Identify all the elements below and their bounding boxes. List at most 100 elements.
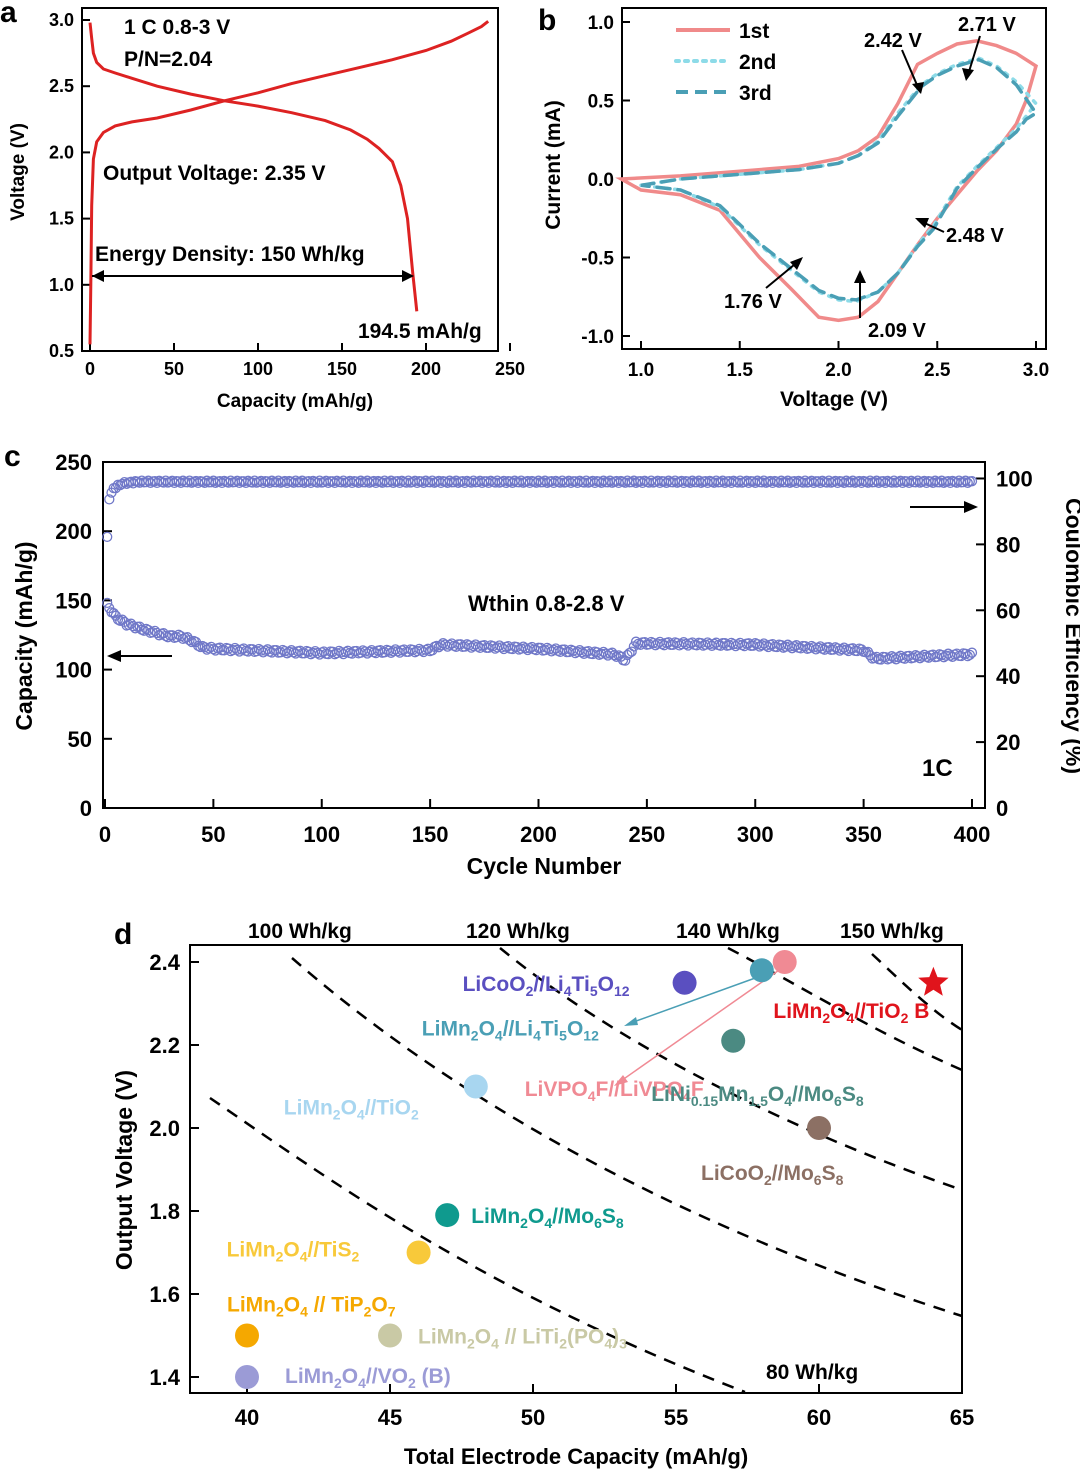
- panel-d-ytick-label: 2.0: [149, 1116, 180, 1141]
- legend-label-2nd: 2nd: [739, 51, 776, 74]
- panel-b-xtick-label: 1.5: [727, 360, 754, 381]
- point-limn2o4-tis2-marker: [406, 1240, 431, 1265]
- point-limn2o4-li4ti5o12-marker: [749, 958, 774, 983]
- panel-c-chart: 0 50 100 150 200 250 300 350 4000501001502002500…: [11, 450, 1080, 879]
- arrowhead-2-09v: [854, 270, 866, 283]
- panel-c-ylabel: Capacity (mAh/g): [11, 541, 37, 730]
- panel-b-ytick-label: -0.5: [581, 249, 614, 270]
- panel-b-xtick-label: 3.0: [1023, 360, 1049, 381]
- panel-c-y2tick-label: 40: [996, 664, 1020, 689]
- panel-c-rate: 1C: [922, 755, 953, 782]
- panel-letter-b: b: [538, 4, 556, 37]
- point-licoo2-mo6s8-marker: [807, 1116, 831, 1140]
- point-limn2o4-liti2-po4-3-marker: [378, 1323, 402, 1348]
- panel-b-chart: 1.0 1.5 2.0 2.5 3.0 -1.0 -0.5 0.0 0.5 1.0 1st 2nd…: [542, 7, 1049, 411]
- connector-livpo4f: [617, 967, 783, 1084]
- panel-letter-c: c: [4, 440, 21, 473]
- efficiency-point: [102, 531, 113, 543]
- point-licoo2-li4ti5o12-label: LiCoO2//Li4Ti5O12: [463, 973, 630, 999]
- panel-b-xlabel: Voltage (V): [780, 388, 888, 411]
- panel-a-ytick-label: 1.5: [49, 209, 74, 229]
- annotation-2-42v: 2.42 V: [864, 30, 922, 52]
- point-limn2o4-liti2-po4-3-label: LiMn2O4 // LiTi2(PO4)3: [418, 1326, 627, 1352]
- panel-a-xlabel: Capacity (mAh/g): [217, 391, 373, 412]
- panel-d-xlabel: Total Electrode Capacity (mAh/g): [404, 1444, 748, 1469]
- point-lini0-15mn1-5o4-mo6s8-label: LiNi0.15Mn1.5O4//Mo6S8: [651, 1083, 864, 1109]
- panel-c-xtick-label: 250: [629, 822, 666, 847]
- capacity-point: [626, 646, 637, 657]
- panel-d-xtick-label: 45: [378, 1405, 402, 1430]
- panel-a-ytick-label: 1.0: [49, 275, 74, 295]
- panel-a-output-voltage: Output Voltage: 2.35 V: [103, 162, 325, 185]
- point-limn2o4-tio2-marker: [463, 1074, 488, 1099]
- panel-a-frame: [81, 7, 499, 352]
- point-limn2o4-tip2o7-marker: [235, 1323, 259, 1348]
- capacity-point: [964, 649, 975, 661]
- energy-label-80: 80 Wh/kg: [766, 1361, 858, 1384]
- panel-a-xtick-label: 150: [327, 359, 357, 379]
- panel-a-condition-2: P/N=2.04: [124, 48, 212, 71]
- point-limn2o4-vo2-b--label: LiMn2O4//VO2 (B): [285, 1365, 451, 1391]
- arrowhead-2-42v: [912, 82, 924, 94]
- panel-b-ytick-label: 1.0: [588, 13, 614, 34]
- panel-c-xtick-label: 300: [737, 822, 774, 847]
- panel-b-legend: 1st 2nd 3rd: [674, 20, 776, 105]
- energy-label-120: 120 Wh/kg: [466, 920, 570, 943]
- panel-c-ytick-label: 200: [55, 519, 92, 544]
- panel-c-ytick-label: 100: [55, 658, 92, 683]
- panel-d-xtick-label: 65: [950, 1405, 974, 1430]
- panel-c-y2tick-label: 0: [996, 796, 1008, 821]
- panel-d-ylabel: Output Voltage (V): [111, 1070, 137, 1270]
- panel-c-ytick-label: 0: [80, 796, 92, 821]
- energy-lines: [209, 946, 963, 1394]
- panel-d-chart: 40 45 50 55 60 65 1.4 1.6 1.8 2.0 2.2 2.4 100 Wh/kg…: [111, 920, 974, 1469]
- panel-d-xtick-label: 60: [807, 1405, 831, 1430]
- legend-label-3rd: 3rd: [739, 82, 772, 105]
- point-lini0-15mn1-5o4-mo6s8-marker: [721, 1028, 746, 1053]
- panel-a-xtick-label: 100: [243, 359, 273, 379]
- efficiency-point: [962, 477, 973, 488]
- panel-c-y2tick-label: 80: [996, 532, 1020, 557]
- panel-d-frame: [189, 944, 963, 1394]
- annotation-2-71v: 2.71 V: [958, 14, 1016, 36]
- panel-c-frame: [102, 461, 986, 809]
- panel-b-xtick-label: 2.0: [825, 360, 851, 381]
- efficiency-point: [966, 476, 978, 487]
- panel-a-energy-density: Energy Density: 150 Wh/kg: [95, 243, 365, 266]
- panel-c-xtick-label: 350: [845, 822, 882, 847]
- point-licoo2-mo6s8-label: LiCoO2//Mo6S8: [701, 1162, 844, 1188]
- energy-label-100: 100 Wh/kg: [248, 920, 352, 943]
- point-limn2o4-tio2-b-marker: [918, 966, 949, 996]
- panel-d-xtick-label: 40: [235, 1405, 259, 1430]
- panel-d-ytick-label: 2.2: [149, 1033, 180, 1058]
- panel-d-ytick-label: 1.8: [149, 1199, 180, 1224]
- capacity-point: [151, 627, 163, 639]
- point-limn2o4-li4ti5o12-label: LiMn2O4//Li4Ti5O12: [422, 1017, 599, 1043]
- panel-c-ytick-label: 150: [55, 588, 92, 613]
- panel-letter-d: d: [114, 918, 132, 951]
- capacity-point: [102, 597, 113, 609]
- panel-c-note: Wthin 0.8-2.8 V: [468, 591, 625, 616]
- panel-a-ytick-label: 0.5: [49, 341, 74, 361]
- panel-c-ytick-label: 50: [68, 727, 92, 752]
- point-limn2o4-tio2-label: LiMn2O4//TiO2: [284, 1097, 419, 1123]
- panel-a-arrowhead-left: [92, 270, 104, 282]
- panel-b-ytick-label: 0.5: [588, 92, 615, 113]
- energy-label-150: 150 Wh/kg: [840, 920, 944, 943]
- efficiency-point: [960, 475, 971, 486]
- connector-limn2o4-li4ti5o12: [627, 976, 759, 1025]
- energy-line-100: [291, 957, 963, 1318]
- point-limn2o4-tip2o7-label: LiMn2O4 // TiP2O7: [227, 1294, 396, 1320]
- panel-b-ytick-label: 0.0: [588, 170, 614, 191]
- point-limn2o4-mo6s8-marker: [435, 1203, 460, 1228]
- panel-b-curve-3rd: [640, 57, 1039, 302]
- panel-c-xtick-label: 50: [201, 822, 225, 847]
- efficiency-point: [104, 494, 115, 505]
- panel-c-y2tick-label: 100: [996, 466, 1033, 491]
- arrowhead-2-48v: [915, 218, 929, 228]
- panel-c-xtick-label: 100: [303, 822, 340, 847]
- capacity-point: [960, 648, 971, 659]
- capacity-point: [112, 614, 124, 625]
- panel-b-xtick-label: 1.0: [628, 360, 654, 381]
